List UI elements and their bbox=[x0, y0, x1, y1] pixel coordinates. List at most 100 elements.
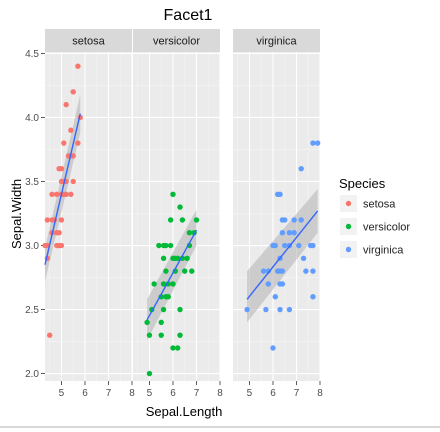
data-point-virginica bbox=[310, 140, 316, 146]
data-point-virginica bbox=[310, 242, 316, 249]
legend-label-versicolor: versicolor bbox=[363, 222, 410, 234]
data-point-virginica bbox=[314, 140, 321, 146]
data-point-setosa bbox=[47, 332, 53, 338]
y-tick-label: 4.0 bbox=[25, 113, 39, 124]
data-point-setosa bbox=[54, 242, 60, 249]
data-point-versicolor bbox=[163, 294, 169, 300]
window-bottom-border bbox=[0, 426, 440, 428]
panel-background bbox=[133, 52, 220, 381]
data-point-versicolor bbox=[177, 204, 183, 210]
data-point-setosa bbox=[49, 217, 55, 223]
regression-line bbox=[146, 229, 198, 321]
data-point-versicolor bbox=[184, 255, 190, 262]
legend-key-virginica bbox=[345, 246, 352, 253]
x-axis-label: Sepal.Length bbox=[146, 404, 223, 419]
facet-strip-label: versicolor bbox=[153, 36, 200, 48]
facet-panel-virginica: virginica 5 6 7 8 bbox=[233, 29, 323, 399]
data-point-versicolor bbox=[158, 332, 164, 338]
x-tick-label: 7 bbox=[106, 388, 112, 399]
data-point-setosa bbox=[70, 178, 76, 185]
data-point-versicolor bbox=[146, 332, 153, 338]
data-point-versicolor bbox=[186, 230, 193, 236]
data-point-virginica bbox=[270, 345, 276, 351]
x-tick-label: 8 bbox=[217, 388, 223, 399]
data-point-virginica bbox=[244, 306, 250, 313]
data-point-setosa bbox=[49, 191, 55, 197]
legend-key-versicolor bbox=[345, 223, 352, 230]
data-point-virginica bbox=[274, 268, 281, 274]
legend-key-setosa bbox=[345, 200, 352, 207]
data-point-virginica bbox=[298, 217, 304, 223]
data-point-versicolor bbox=[160, 255, 167, 262]
data-point-virginica bbox=[279, 268, 286, 274]
data-point-versicolor bbox=[170, 191, 176, 197]
y-tick-label: 4.5 bbox=[25, 49, 39, 60]
x-tick-label: 8 bbox=[129, 388, 135, 399]
data-point-versicolor bbox=[144, 319, 150, 326]
data-point-virginica bbox=[298, 165, 304, 172]
data-point-setosa bbox=[61, 140, 67, 146]
facet-strip bbox=[233, 29, 320, 52]
data-point-virginica bbox=[286, 230, 293, 236]
data-point-virginica bbox=[277, 191, 283, 197]
data-point-virginica bbox=[310, 268, 316, 274]
data-point-versicolor bbox=[163, 268, 169, 274]
data-point-virginica bbox=[282, 217, 288, 223]
data-point-versicolor bbox=[189, 268, 195, 274]
data-point-setosa bbox=[75, 63, 81, 69]
data-point-virginica bbox=[286, 306, 293, 313]
data-point-versicolor bbox=[177, 306, 183, 313]
data-point-versicolor bbox=[151, 281, 157, 287]
facet-strip bbox=[133, 29, 220, 52]
facet-panel-setosa: setosa 5 6 7 8 bbox=[42, 29, 135, 399]
data-point-versicolor bbox=[174, 345, 181, 351]
data-point-virginica bbox=[277, 306, 283, 313]
x-tick-label: 5 bbox=[247, 388, 253, 399]
data-point-virginica bbox=[265, 281, 271, 287]
legend: Species setosa versicolor virginica bbox=[339, 176, 410, 258]
y-tick-label: 3.5 bbox=[25, 177, 39, 188]
y-axis-label: Sepal.Width bbox=[9, 179, 24, 249]
legend-item-setosa: setosa bbox=[340, 195, 396, 212]
y-tick-label: 3.0 bbox=[25, 241, 39, 252]
y-tick-label: 2.5 bbox=[25, 305, 39, 316]
data-point-setosa bbox=[54, 230, 60, 236]
legend-item-versicolor: versicolor bbox=[340, 218, 410, 235]
data-point-setosa bbox=[70, 89, 76, 95]
data-point-versicolor bbox=[167, 242, 174, 249]
data-point-versicolor bbox=[177, 332, 183, 338]
data-point-virginica bbox=[263, 306, 269, 313]
data-point-versicolor bbox=[163, 242, 169, 249]
data-point-setosa bbox=[68, 191, 74, 197]
data-point-virginica bbox=[303, 268, 309, 274]
x-tick-label: 8 bbox=[317, 388, 323, 399]
x-tick-label: 7 bbox=[194, 388, 200, 399]
data-point-versicolor bbox=[160, 306, 167, 313]
data-point-versicolor bbox=[170, 281, 176, 287]
y-tick-label: 2.0 bbox=[25, 369, 39, 380]
regression-line bbox=[246, 210, 319, 300]
data-point-setosa bbox=[56, 165, 62, 172]
facet-panels: setosa 5 6 7 8 versicolor 5 6 7 8 virginica 5 6 7 8 bbox=[42, 29, 323, 399]
chart-title: Facet1 bbox=[164, 7, 213, 24]
x-tick-label: 7 bbox=[294, 388, 300, 399]
legend-title: Species bbox=[339, 176, 386, 191]
data-point-setosa bbox=[58, 242, 65, 249]
data-point-versicolor bbox=[170, 345, 176, 351]
x-tick-label: 6 bbox=[82, 388, 88, 399]
legend-label-virginica: virginica bbox=[363, 245, 404, 257]
facet-strip-label: setosa bbox=[72, 36, 105, 48]
x-tick-label: 6 bbox=[170, 388, 176, 399]
data-point-versicolor bbox=[156, 242, 162, 249]
data-point-virginica bbox=[310, 294, 316, 300]
data-point-setosa bbox=[75, 140, 81, 146]
facet-panel-versicolor: versicolor 5 6 7 8 bbox=[133, 29, 223, 399]
legend-item-virginica: virginica bbox=[340, 241, 404, 258]
data-point-versicolor bbox=[158, 319, 164, 326]
legend-label-setosa: setosa bbox=[363, 199, 396, 211]
data-point-setosa bbox=[63, 191, 69, 197]
data-point-virginica bbox=[282, 242, 288, 249]
data-point-virginica bbox=[279, 230, 286, 236]
data-point-setosa bbox=[44, 217, 51, 223]
